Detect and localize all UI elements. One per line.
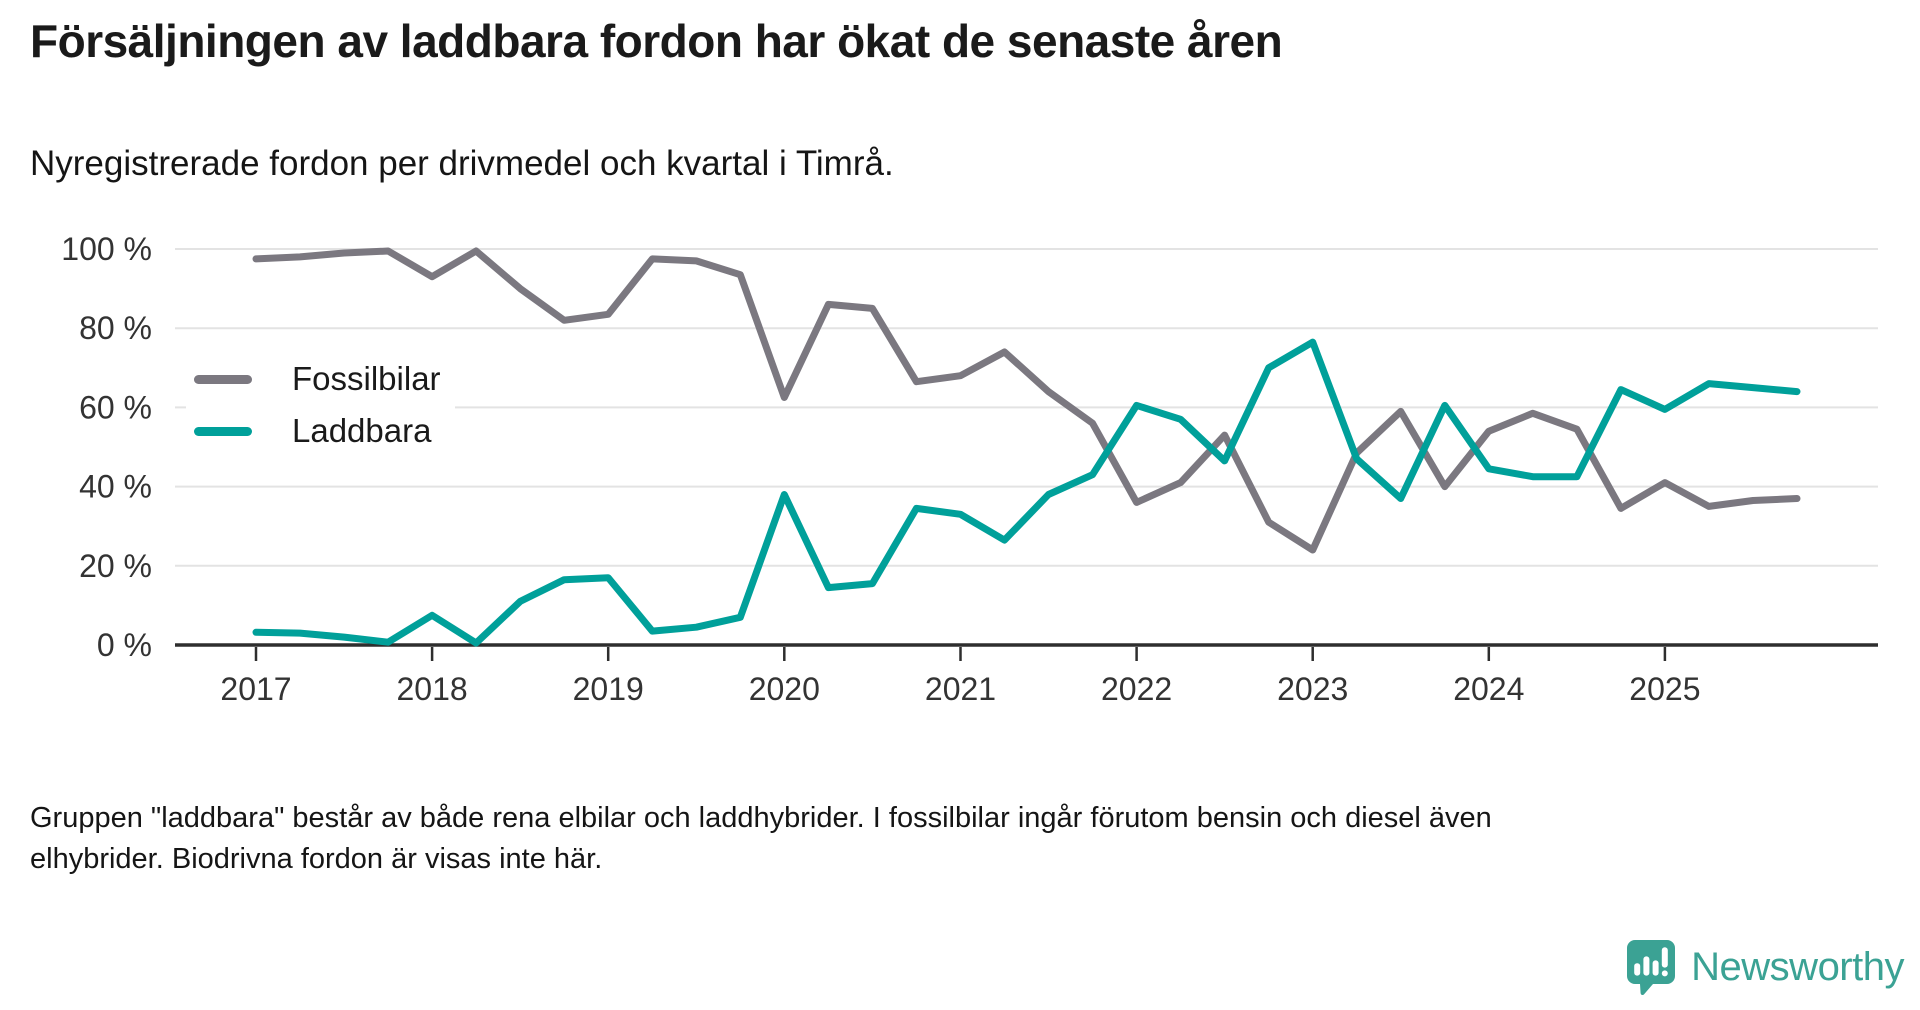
x-tick-label: 2018 <box>397 671 468 707</box>
chart-subtitle: Nyregistrerade fordon per drivmedel och … <box>30 144 894 183</box>
x-tick-label: 2023 <box>1277 671 1348 707</box>
y-tick-label: 60 % <box>79 389 152 425</box>
legend-item-fossilbilar: Fossilbilar <box>194 358 441 400</box>
footnote-line-1: Gruppen "laddbara" består av både rena e… <box>30 802 1492 834</box>
x-tick-label: 2020 <box>749 671 820 707</box>
y-tick-label: 40 % <box>79 469 152 505</box>
y-tick-label: 20 % <box>79 548 152 584</box>
page-title: Försäljningen av laddbara fordon har öka… <box>30 15 1283 67</box>
x-tick-label: 2021 <box>925 671 996 707</box>
newsworthy-logo-text: Newsworthy <box>1691 944 1904 989</box>
y-tick-label: 100 % <box>61 231 152 267</box>
chart-footnote: Gruppen "laddbara" består av både rena e… <box>30 798 1492 880</box>
x-tick-label: 2019 <box>573 671 644 707</box>
laddbara-swatch <box>194 426 252 436</box>
laddbara-line <box>252 338 1801 647</box>
fossilbilar-line <box>252 247 1801 554</box>
x-tick-label: 2024 <box>1453 671 1524 707</box>
legend-item-laddbara: Laddbara <box>194 410 441 452</box>
fossilbilar-swatch <box>194 374 252 384</box>
x-tick-label: 2025 <box>1629 671 1700 707</box>
x-tick-label: 2017 <box>220 671 291 707</box>
fossilbilar-label: Fossilbilar <box>292 360 441 397</box>
laddbara-label: Laddbara <box>292 412 432 449</box>
x-tick-label: 2022 <box>1101 671 1172 707</box>
y-tick-label: 80 % <box>79 310 152 346</box>
footnote-line-2: elhybrider. Biodrivna fordon är visas in… <box>30 843 603 875</box>
newsworthy-logo: Newsworthy <box>1625 938 1904 996</box>
chart-legend: Fossilbilar Laddbara <box>186 342 455 468</box>
newsworthy-logo-icon <box>1627 940 1676 995</box>
y-tick-label: 0 % <box>97 627 152 663</box>
